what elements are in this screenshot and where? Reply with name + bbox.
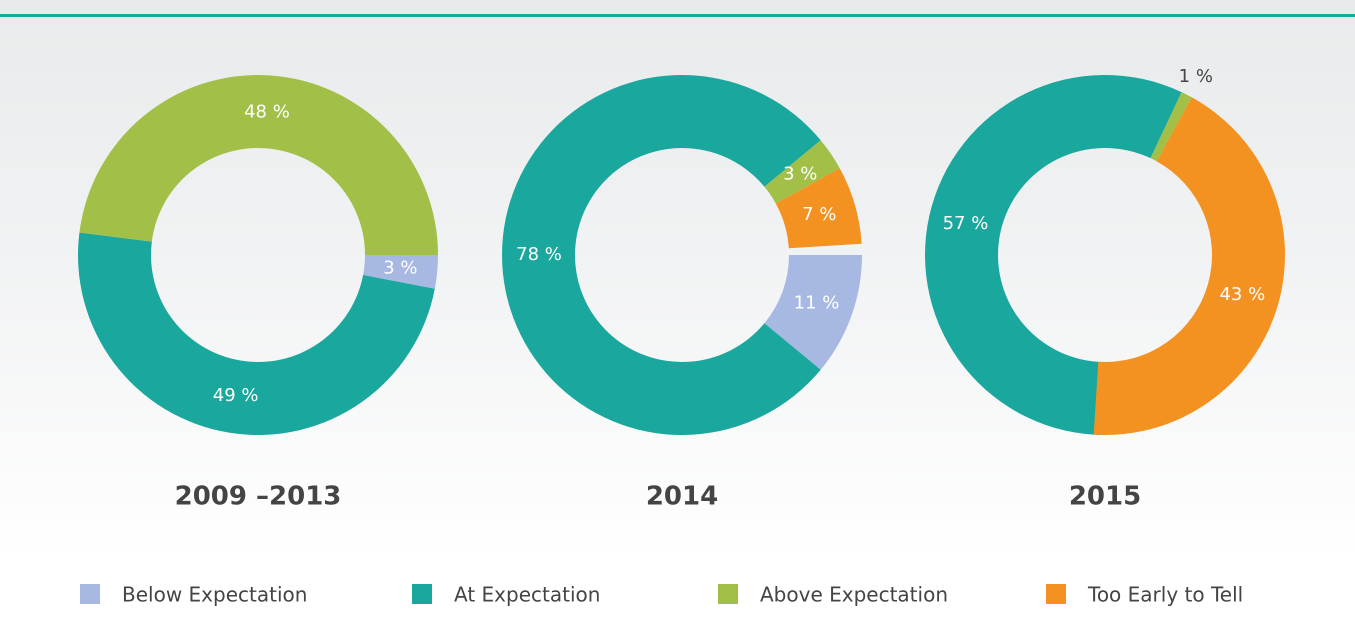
slice-label: 49 % (213, 385, 259, 406)
legend-swatch (718, 584, 738, 604)
slice-label: 3 % (383, 257, 417, 278)
chart-title: 2015 (1069, 482, 1141, 512)
donut-slice (1150, 92, 1192, 162)
top-rule (0, 14, 1355, 17)
donut-slice (775, 168, 862, 249)
legend-swatch (1046, 584, 1066, 604)
donut-slice (1093, 97, 1286, 435)
legend-swatch (80, 584, 100, 604)
chart-title: 2009 –2013 (175, 482, 342, 512)
donut-slice (925, 75, 1182, 435)
donut-slice (764, 140, 840, 204)
slice-label: 11 % (794, 292, 840, 313)
slice-label: 43 % (1219, 284, 1265, 305)
donut-slice (764, 255, 862, 370)
donut-slice (363, 255, 439, 289)
chart-title: 2014 (646, 482, 718, 512)
slice-label: 1 % (1179, 66, 1213, 87)
legend-label: At Expectation (454, 583, 600, 607)
donut-slice (79, 74, 438, 255)
donut-slice (502, 74, 821, 436)
donut-slice (78, 232, 435, 435)
slice-label: 3 % (783, 164, 817, 185)
legend-swatch (412, 584, 432, 604)
legend-label: Below Expectation (122, 583, 307, 607)
slice-label: 48 % (244, 101, 290, 122)
slice-label: 7 % (802, 204, 836, 225)
slice-label: 78 % (516, 244, 562, 265)
legend-label: Too Early to Tell (1087, 583, 1243, 607)
legend-label: Above Expectation (760, 583, 948, 607)
slice-label: 57 % (943, 213, 989, 234)
